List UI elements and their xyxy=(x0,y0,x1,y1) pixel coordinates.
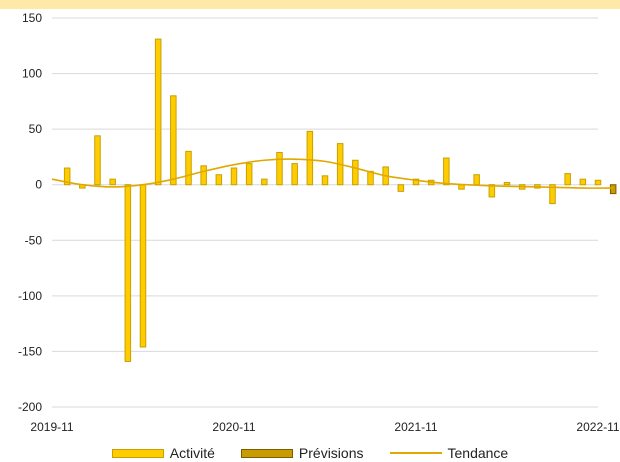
x-tick-label: 2020-11 xyxy=(212,420,255,434)
bar-activite xyxy=(503,181,511,186)
x-tick-label: 2021-11 xyxy=(394,420,437,434)
bar-activite xyxy=(473,174,480,186)
legend-label-previsions: Prévisions xyxy=(298,445,364,461)
bar-activite xyxy=(443,157,450,186)
legend-item-previsions: Prévisions xyxy=(240,445,364,461)
gridlines xyxy=(52,17,598,408)
bar-activite xyxy=(352,159,359,186)
legend-label-tendance: Tendance xyxy=(447,445,509,461)
legend-item-activite: Activité xyxy=(111,445,215,461)
bar-activite xyxy=(139,184,147,348)
y-axis-ticks: 150 100 50 0 -50 -100 -150 -200 xyxy=(18,11,42,414)
bar-activite xyxy=(63,167,71,186)
y-tick-label: 100 xyxy=(22,67,42,81)
bar-activite xyxy=(594,179,602,186)
x-tick-label: 2022-11 xyxy=(576,420,619,434)
bar-activite xyxy=(154,38,162,186)
bar-activite xyxy=(94,135,101,186)
legend-swatch-activite xyxy=(111,448,164,458)
bar-activite xyxy=(124,184,132,362)
bar-activite xyxy=(488,184,496,198)
bar-activite xyxy=(109,178,116,186)
y-tick-label: 0 xyxy=(35,178,42,192)
bar-previsions xyxy=(609,184,617,195)
y-tick-label: -150 xyxy=(18,344,42,358)
bar-activite xyxy=(412,178,420,186)
bar-activite xyxy=(215,174,223,186)
legend-swatch-previsions xyxy=(240,448,293,458)
y-tick-label: -200 xyxy=(18,400,42,414)
bar-activite xyxy=(321,175,329,186)
bar-activite xyxy=(200,165,207,186)
bar-activite xyxy=(261,178,268,186)
bar-activite xyxy=(579,178,587,186)
legend-label-activite: Activité xyxy=(169,445,215,461)
bar-activite xyxy=(276,151,283,186)
bar-activite xyxy=(549,184,556,205)
bars xyxy=(63,38,617,362)
top-band xyxy=(0,0,620,9)
y-tick-label: -100 xyxy=(18,289,42,303)
legend-item-tendance: Tendance xyxy=(389,445,509,461)
bar-activite xyxy=(397,184,405,192)
trend-line xyxy=(51,158,614,189)
bar-activite xyxy=(185,150,192,186)
trend-line-group xyxy=(51,158,614,189)
x-tick-label: 2019-11 xyxy=(30,420,73,434)
y-tick-label: -50 xyxy=(25,233,43,247)
legend-swatch-tendance xyxy=(389,452,442,454)
y-tick-label: 150 xyxy=(22,11,42,25)
legend: Activité Prévisions Tendance xyxy=(0,444,620,462)
x-axis-ticks: 2019-11 2020-11 2021-11 2022-11 xyxy=(30,420,619,434)
y-tick-label: 50 xyxy=(29,122,43,136)
bar-activite xyxy=(245,163,253,186)
bar-activite xyxy=(564,173,571,186)
bar-activite xyxy=(306,130,314,186)
bar-activite xyxy=(170,95,177,186)
bar-activite xyxy=(230,167,238,186)
bar-activite xyxy=(291,163,298,186)
